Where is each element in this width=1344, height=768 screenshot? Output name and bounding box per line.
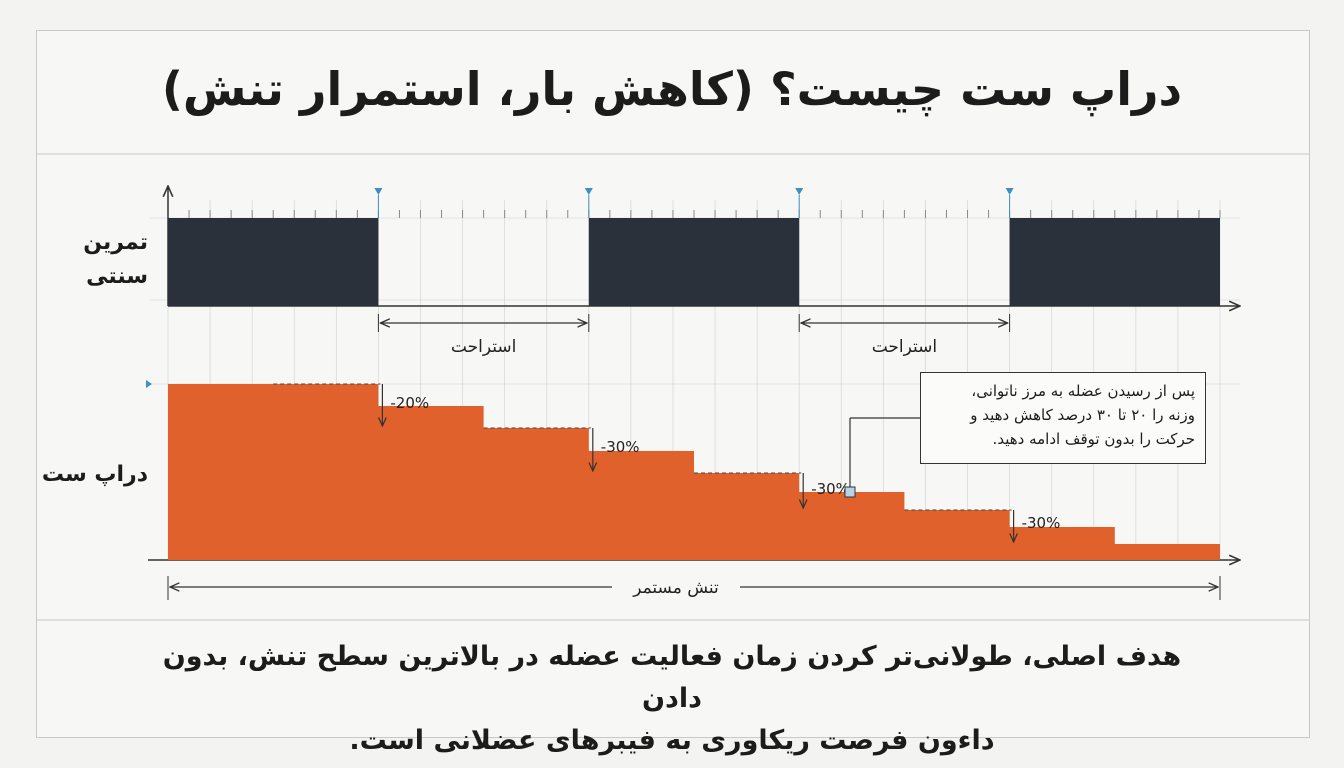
drop-percent-label: -20% [390, 394, 429, 412]
set-block [1009, 218, 1220, 306]
caption: هدف اصلی، طولانی‌تر کردن زمان فعالیت عضل… [160, 636, 1184, 762]
drop-percent-label: -30% [1022, 514, 1061, 532]
boundary-marker [795, 188, 804, 195]
traditional-blocks [168, 188, 1220, 306]
set-block [588, 218, 800, 306]
callout-line: پس از رسیدن عضله به مرز ناتوانی، [971, 382, 1195, 400]
row-label-traditional-text: تمرین سنتی [83, 230, 148, 289]
rest-annotations: استراحت استراحت [377, 314, 1011, 357]
dropset-area [168, 384, 1220, 560]
drop-percent-label: -30% [811, 480, 850, 498]
boundary-marker [1005, 188, 1014, 195]
callout-line: حرکت را بدون توقف ادامه دهید. [992, 430, 1195, 448]
row-label-dropset-text: دراپ ست [41, 462, 148, 487]
callout-box: پس از رسیدن عضله به مرز ناتوانی، وزنه را… [920, 372, 1206, 464]
rest-label: استراحت [872, 337, 937, 357]
callout-anchor [844, 486, 856, 498]
callout-line: وزنه را ۲۰ تا ۳۰ درصد کاهش دهید و [970, 406, 1195, 424]
drop-percent-label: -30% [601, 438, 640, 456]
set-block [168, 218, 379, 306]
row-label-traditional: تمرین سنتی [70, 226, 148, 294]
tension-label: تنش مستمر [632, 578, 719, 598]
start-marker [146, 380, 152, 388]
dropset-steps: -20% -30% -30% -30% [168, 383, 1220, 560]
caption-line: هدف اصلی، طولانی‌تر کردن زمان فعالیت عضل… [162, 641, 1182, 714]
rest-label: استراحت [451, 337, 516, 357]
tension-label-bg [612, 575, 740, 599]
page-title: دراپ ست چیست؟ (کاهش بار، استمرار تنش) [161, 62, 1183, 116]
sustained-tension: تنش مستمر [167, 575, 1221, 600]
row-label-dropset: دراپ ست [40, 458, 148, 492]
boundary-marker [584, 188, 593, 195]
boundary-marker [374, 188, 383, 195]
caption-line: داءون فرصت ریکاوری به فیبرهای عضلانی است… [349, 725, 995, 756]
